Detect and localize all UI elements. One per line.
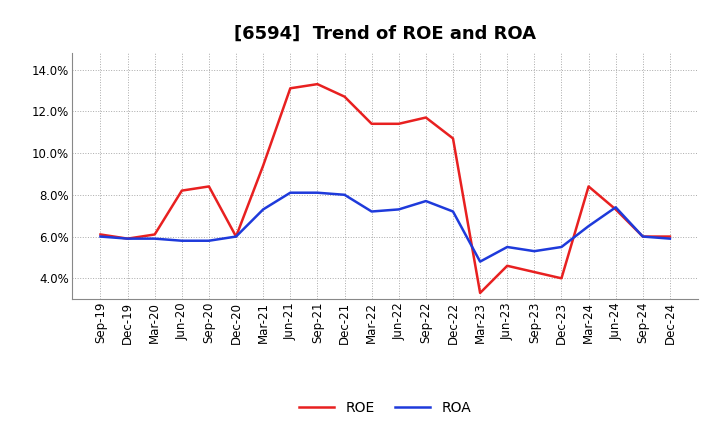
ROA bbox=[96, 234, 105, 239]
ROA bbox=[395, 207, 403, 212]
ROA bbox=[557, 244, 566, 249]
Title: [6594]  Trend of ROE and ROA: [6594] Trend of ROE and ROA bbox=[234, 25, 536, 43]
ROE bbox=[150, 232, 159, 237]
ROE bbox=[449, 136, 457, 141]
ROE bbox=[530, 269, 539, 275]
Line: ROE: ROE bbox=[101, 84, 670, 293]
ROA bbox=[421, 198, 430, 204]
ROE bbox=[584, 184, 593, 189]
ROA bbox=[584, 224, 593, 229]
ROE bbox=[341, 94, 349, 99]
ROE bbox=[476, 290, 485, 296]
ROE bbox=[313, 81, 322, 87]
ROE bbox=[557, 276, 566, 281]
ROE bbox=[259, 163, 268, 168]
ROE bbox=[421, 115, 430, 120]
ROA bbox=[665, 236, 674, 241]
ROA bbox=[449, 209, 457, 214]
ROA bbox=[639, 234, 647, 239]
ROE bbox=[639, 234, 647, 239]
ROA bbox=[530, 249, 539, 254]
ROA bbox=[178, 238, 186, 243]
ROA bbox=[259, 207, 268, 212]
ROA bbox=[611, 205, 620, 210]
ROE bbox=[665, 234, 674, 239]
ROE bbox=[286, 86, 294, 91]
ROA bbox=[367, 209, 376, 214]
ROE bbox=[232, 234, 240, 239]
ROA bbox=[150, 236, 159, 241]
ROE bbox=[204, 184, 213, 189]
ROA bbox=[204, 238, 213, 243]
ROA bbox=[476, 259, 485, 264]
ROA bbox=[503, 244, 511, 249]
ROE bbox=[367, 121, 376, 126]
ROE bbox=[503, 263, 511, 268]
ROE bbox=[611, 207, 620, 212]
ROA bbox=[123, 236, 132, 241]
ROE bbox=[178, 188, 186, 193]
Line: ROA: ROA bbox=[101, 193, 670, 262]
ROE bbox=[96, 232, 105, 237]
ROA bbox=[313, 190, 322, 195]
ROA bbox=[341, 192, 349, 198]
ROE bbox=[123, 236, 132, 241]
ROE bbox=[395, 121, 403, 126]
ROA bbox=[232, 234, 240, 239]
Legend: ROE, ROA: ROE, ROA bbox=[294, 395, 477, 420]
ROA bbox=[286, 190, 294, 195]
